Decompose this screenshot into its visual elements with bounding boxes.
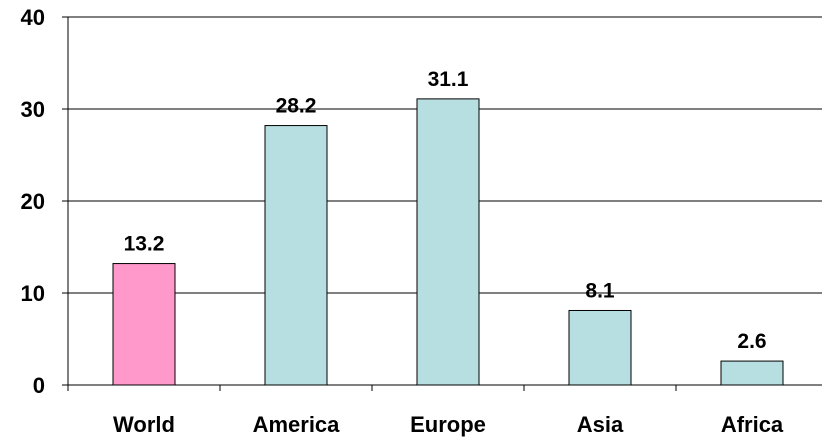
x-axis-ticks: World America Europe Asia Africa bbox=[67, 385, 784, 437]
x-tick-label-america: America bbox=[253, 412, 341, 437]
y-tick-label-10: 10 bbox=[21, 281, 45, 306]
data-label-world: 13.2 bbox=[124, 233, 165, 256]
data-label-america: 28.2 bbox=[276, 95, 317, 118]
data-labels: 13.2 28.2 31.1 8.1 2.6 bbox=[124, 68, 767, 353]
bar-africa bbox=[720, 360, 784, 386]
y-axis-ticks: 0 10 20 30 40 bbox=[21, 5, 68, 398]
y-tick-label-0: 0 bbox=[33, 373, 45, 398]
y-tick-label-40: 40 bbox=[21, 5, 45, 30]
x-tick-label-africa: Africa bbox=[721, 412, 784, 437]
x-tick-label-europe: Europe bbox=[410, 412, 486, 437]
bar-america bbox=[264, 125, 328, 386]
data-label-africa: 2.6 bbox=[737, 330, 766, 353]
bar-world bbox=[112, 263, 176, 386]
x-tick-label-asia: Asia bbox=[577, 412, 624, 437]
bar-europe bbox=[416, 98, 480, 386]
y-tick-label-20: 20 bbox=[21, 189, 45, 214]
data-label-asia: 8.1 bbox=[585, 279, 615, 302]
x-tick-label-world: World bbox=[113, 412, 175, 437]
bar-asia bbox=[568, 309, 632, 386]
bars bbox=[112, 98, 784, 386]
y-tick-label-30: 30 bbox=[21, 97, 45, 122]
data-label-europe: 31.1 bbox=[428, 68, 469, 91]
